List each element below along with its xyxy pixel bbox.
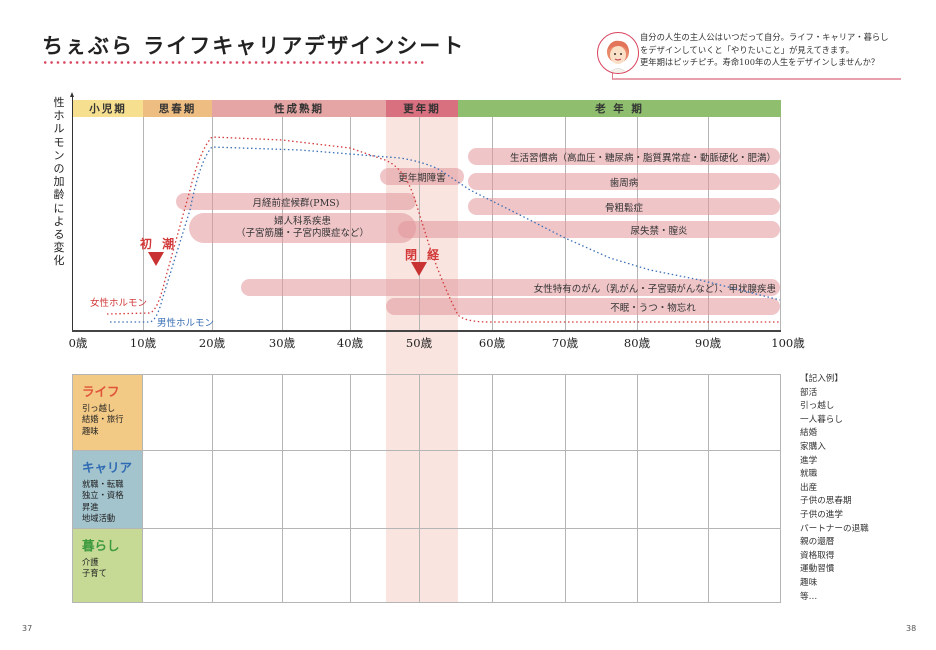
- example-item: 進学: [800, 455, 818, 466]
- row-item: 昇進: [82, 501, 99, 512]
- phase-senescence: 老 年 期: [458, 100, 781, 117]
- condition-label: 尿失禁・膣炎: [630, 225, 688, 237]
- example-item: 引っ越し: [800, 401, 835, 412]
- x-tick: 80歳: [623, 336, 651, 350]
- column-divider: [492, 374, 493, 603]
- example-item: 子供の思春期: [800, 496, 852, 507]
- intro-text: 自分の人生の主人公はいつだって自分。ライフ・キャリア・暮らし をデザインしていく…: [640, 31, 930, 69]
- x-tick: 0歳: [68, 336, 88, 350]
- example-item: 資格取得: [800, 550, 835, 561]
- x-tick: 90歳: [694, 336, 722, 350]
- row-head-life: ライフ 引っ越し 結婚・旅行 趣味: [73, 375, 142, 450]
- menopause-label: 閉 経: [405, 248, 443, 262]
- column-divider: [637, 374, 638, 603]
- x-tick: 100歳: [771, 336, 805, 350]
- condition-osteoporosis: 骨粗鬆症: [468, 198, 780, 215]
- example-item: 親の還暦: [800, 537, 835, 548]
- row-item: 介護: [82, 557, 99, 567]
- example-item: 出産: [800, 482, 818, 493]
- row-head-living: 暮らし 介護 子育て: [73, 529, 142, 602]
- x-tick: 70歳: [551, 336, 579, 350]
- example-item: 等…: [800, 591, 818, 602]
- condition-label: 不眠・うつ・物忘れ: [610, 302, 696, 314]
- female-hormone-line: [106, 136, 780, 323]
- condition-insomnia: 不眠・うつ・物忘れ: [386, 298, 780, 315]
- y-axis: [72, 96, 73, 331]
- column-divider: [142, 374, 143, 603]
- column-divider: [350, 374, 351, 603]
- row-item: 結婚・旅行: [82, 414, 124, 425]
- x-axis: [72, 330, 781, 332]
- row-item: 地域活動: [82, 512, 116, 523]
- condition-label: 婦人科系疾患: [273, 216, 331, 227]
- condition-periodontal: 歯周病: [468, 173, 780, 190]
- row-item: 趣味: [82, 425, 99, 436]
- condition-lifestyle-disease: 生活習慣病（高血圧・糖尿病・脂質異常症・動脈硬化・肥満）: [468, 148, 780, 165]
- intro-line: 自分の人生の主人公はいつだって自分。ライフ・キャリア・暮らし: [640, 32, 889, 42]
- female-hormone-label: 女性ホルモン: [90, 298, 148, 309]
- intro-line: をデザインしていくと「やりたいこと」が見えてきます。: [640, 44, 854, 55]
- examples-heading: 【記入例】: [800, 374, 843, 384]
- condition-female-cancer: 女性特有のがん（乳がん・子宮頸がんなど）、甲状腺疾患: [241, 279, 780, 296]
- x-tick: 20歳: [198, 336, 226, 350]
- row-title: キャリア: [82, 460, 133, 475]
- example-item: パートナーの退職: [800, 523, 869, 534]
- gridline: [143, 117, 144, 330]
- page-number-right: 38: [906, 624, 917, 633]
- condition-sublabel: （子宮筋腫・子宮内膜症など）: [235, 228, 369, 239]
- row-item: 独立・資格: [82, 490, 124, 501]
- example-item: 子供の進学: [800, 509, 843, 520]
- examples-list: 【記入例】 部活 引っ越し 一人暮らし 結婚 家購入 進学 就職 出産 子供の思…: [800, 373, 869, 604]
- phase-menopause: 更年期: [386, 100, 458, 117]
- gridline: [780, 117, 781, 330]
- condition-incontinence: 尿失禁・膣炎: [398, 221, 780, 238]
- woman-avatar-icon: [597, 32, 639, 74]
- column-divider: [708, 374, 709, 603]
- male-hormone-label: 男性ホルモン: [157, 318, 215, 329]
- x-tick: 40歳: [336, 336, 364, 350]
- row-divider: [72, 528, 781, 529]
- example-item: 部活: [800, 387, 818, 398]
- example-item: 趣味: [800, 577, 818, 588]
- column-divider: [419, 374, 420, 603]
- menarche-label: 初 潮: [140, 237, 178, 251]
- x-tick: 30歳: [268, 336, 296, 350]
- x-tick: 10歳: [129, 336, 157, 350]
- phase-puberty: 思春期: [143, 100, 212, 117]
- x-tick: 50歳: [405, 336, 433, 350]
- row-item: 就職・転職: [82, 479, 124, 489]
- example-item: 家購入: [800, 441, 826, 452]
- menopause-band-table: [386, 331, 458, 603]
- column-divider: [212, 374, 213, 603]
- column-divider: [565, 374, 566, 603]
- title-dotted-underline: [42, 61, 424, 64]
- y-axis-arrow: [70, 92, 74, 97]
- menopause-triangle-icon: [411, 262, 427, 276]
- example-item: 一人暮らし: [800, 414, 843, 425]
- male-hormone-line: [110, 146, 781, 323]
- y-axis-label: 性ホルモンの加齢による変化: [53, 96, 65, 268]
- condition-pms: 月経前症候群(PMS): [176, 193, 416, 210]
- row-item: 引っ越し: [82, 403, 116, 413]
- phase-childhood: 小児期: [73, 100, 143, 117]
- example-item: 結婚: [800, 428, 818, 439]
- intro-line: 更年期はピッチピチ。寿命100年の人生をデザインしませんか？: [640, 57, 880, 68]
- row-title: ライフ: [82, 384, 120, 399]
- phase-maturity: 性成熟期: [212, 100, 386, 117]
- condition-gynecological: 婦人科系疾患 （子宮筋腫・子宮内膜症など）: [189, 213, 416, 243]
- row-item: 子育て: [82, 568, 107, 579]
- row-head-career: キャリア 就職・転職 独立・資格 昇進 地域活動: [73, 451, 142, 528]
- menarche-triangle-icon: [148, 252, 164, 266]
- page-title: ちぇぶら ライフキャリアデザインシート: [42, 33, 466, 58]
- life-planning-grid: [72, 374, 781, 603]
- row-title: 暮らし: [82, 538, 120, 553]
- example-item: 運動習慣: [800, 564, 835, 575]
- row-divider: [72, 450, 781, 451]
- page-number-left: 37: [22, 624, 33, 633]
- example-item: 就職: [800, 469, 818, 480]
- x-tick: 60歳: [478, 336, 506, 350]
- column-divider: [282, 374, 283, 603]
